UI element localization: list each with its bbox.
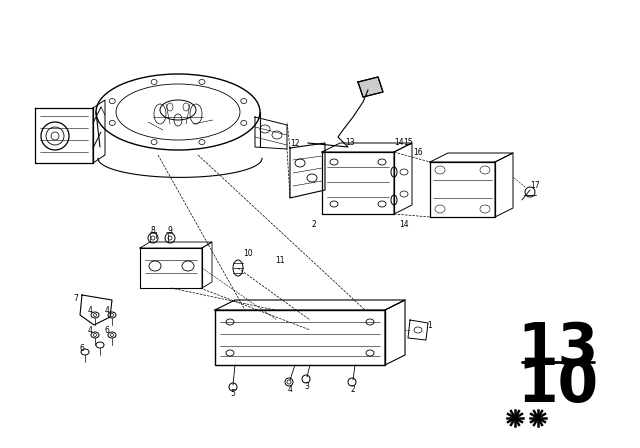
Text: 8: 8	[150, 225, 156, 234]
Text: 4: 4	[88, 306, 92, 314]
Text: 6: 6	[104, 326, 109, 335]
Text: 1: 1	[428, 320, 433, 329]
Text: 4: 4	[88, 326, 92, 335]
Text: 10: 10	[517, 357, 598, 414]
Text: 17: 17	[530, 181, 540, 190]
Text: 12: 12	[291, 138, 300, 147]
Text: 3: 3	[305, 382, 309, 391]
Text: 4: 4	[104, 306, 109, 314]
Text: 16: 16	[413, 147, 423, 156]
Text: 9: 9	[168, 225, 172, 234]
Text: 11: 11	[275, 255, 285, 264]
Text: 13: 13	[517, 319, 598, 376]
Text: 4: 4	[287, 384, 292, 393]
Text: 14: 14	[399, 220, 409, 228]
Text: 10: 10	[243, 249, 253, 258]
Text: 15: 15	[403, 138, 413, 146]
Text: 7: 7	[74, 293, 79, 302]
Text: 13: 13	[345, 138, 355, 146]
Text: 2: 2	[351, 384, 355, 393]
Text: 5: 5	[230, 388, 236, 397]
Text: 6: 6	[79, 344, 84, 353]
Text: 14: 14	[394, 138, 404, 146]
Text: 2: 2	[312, 220, 316, 228]
Polygon shape	[358, 77, 383, 97]
